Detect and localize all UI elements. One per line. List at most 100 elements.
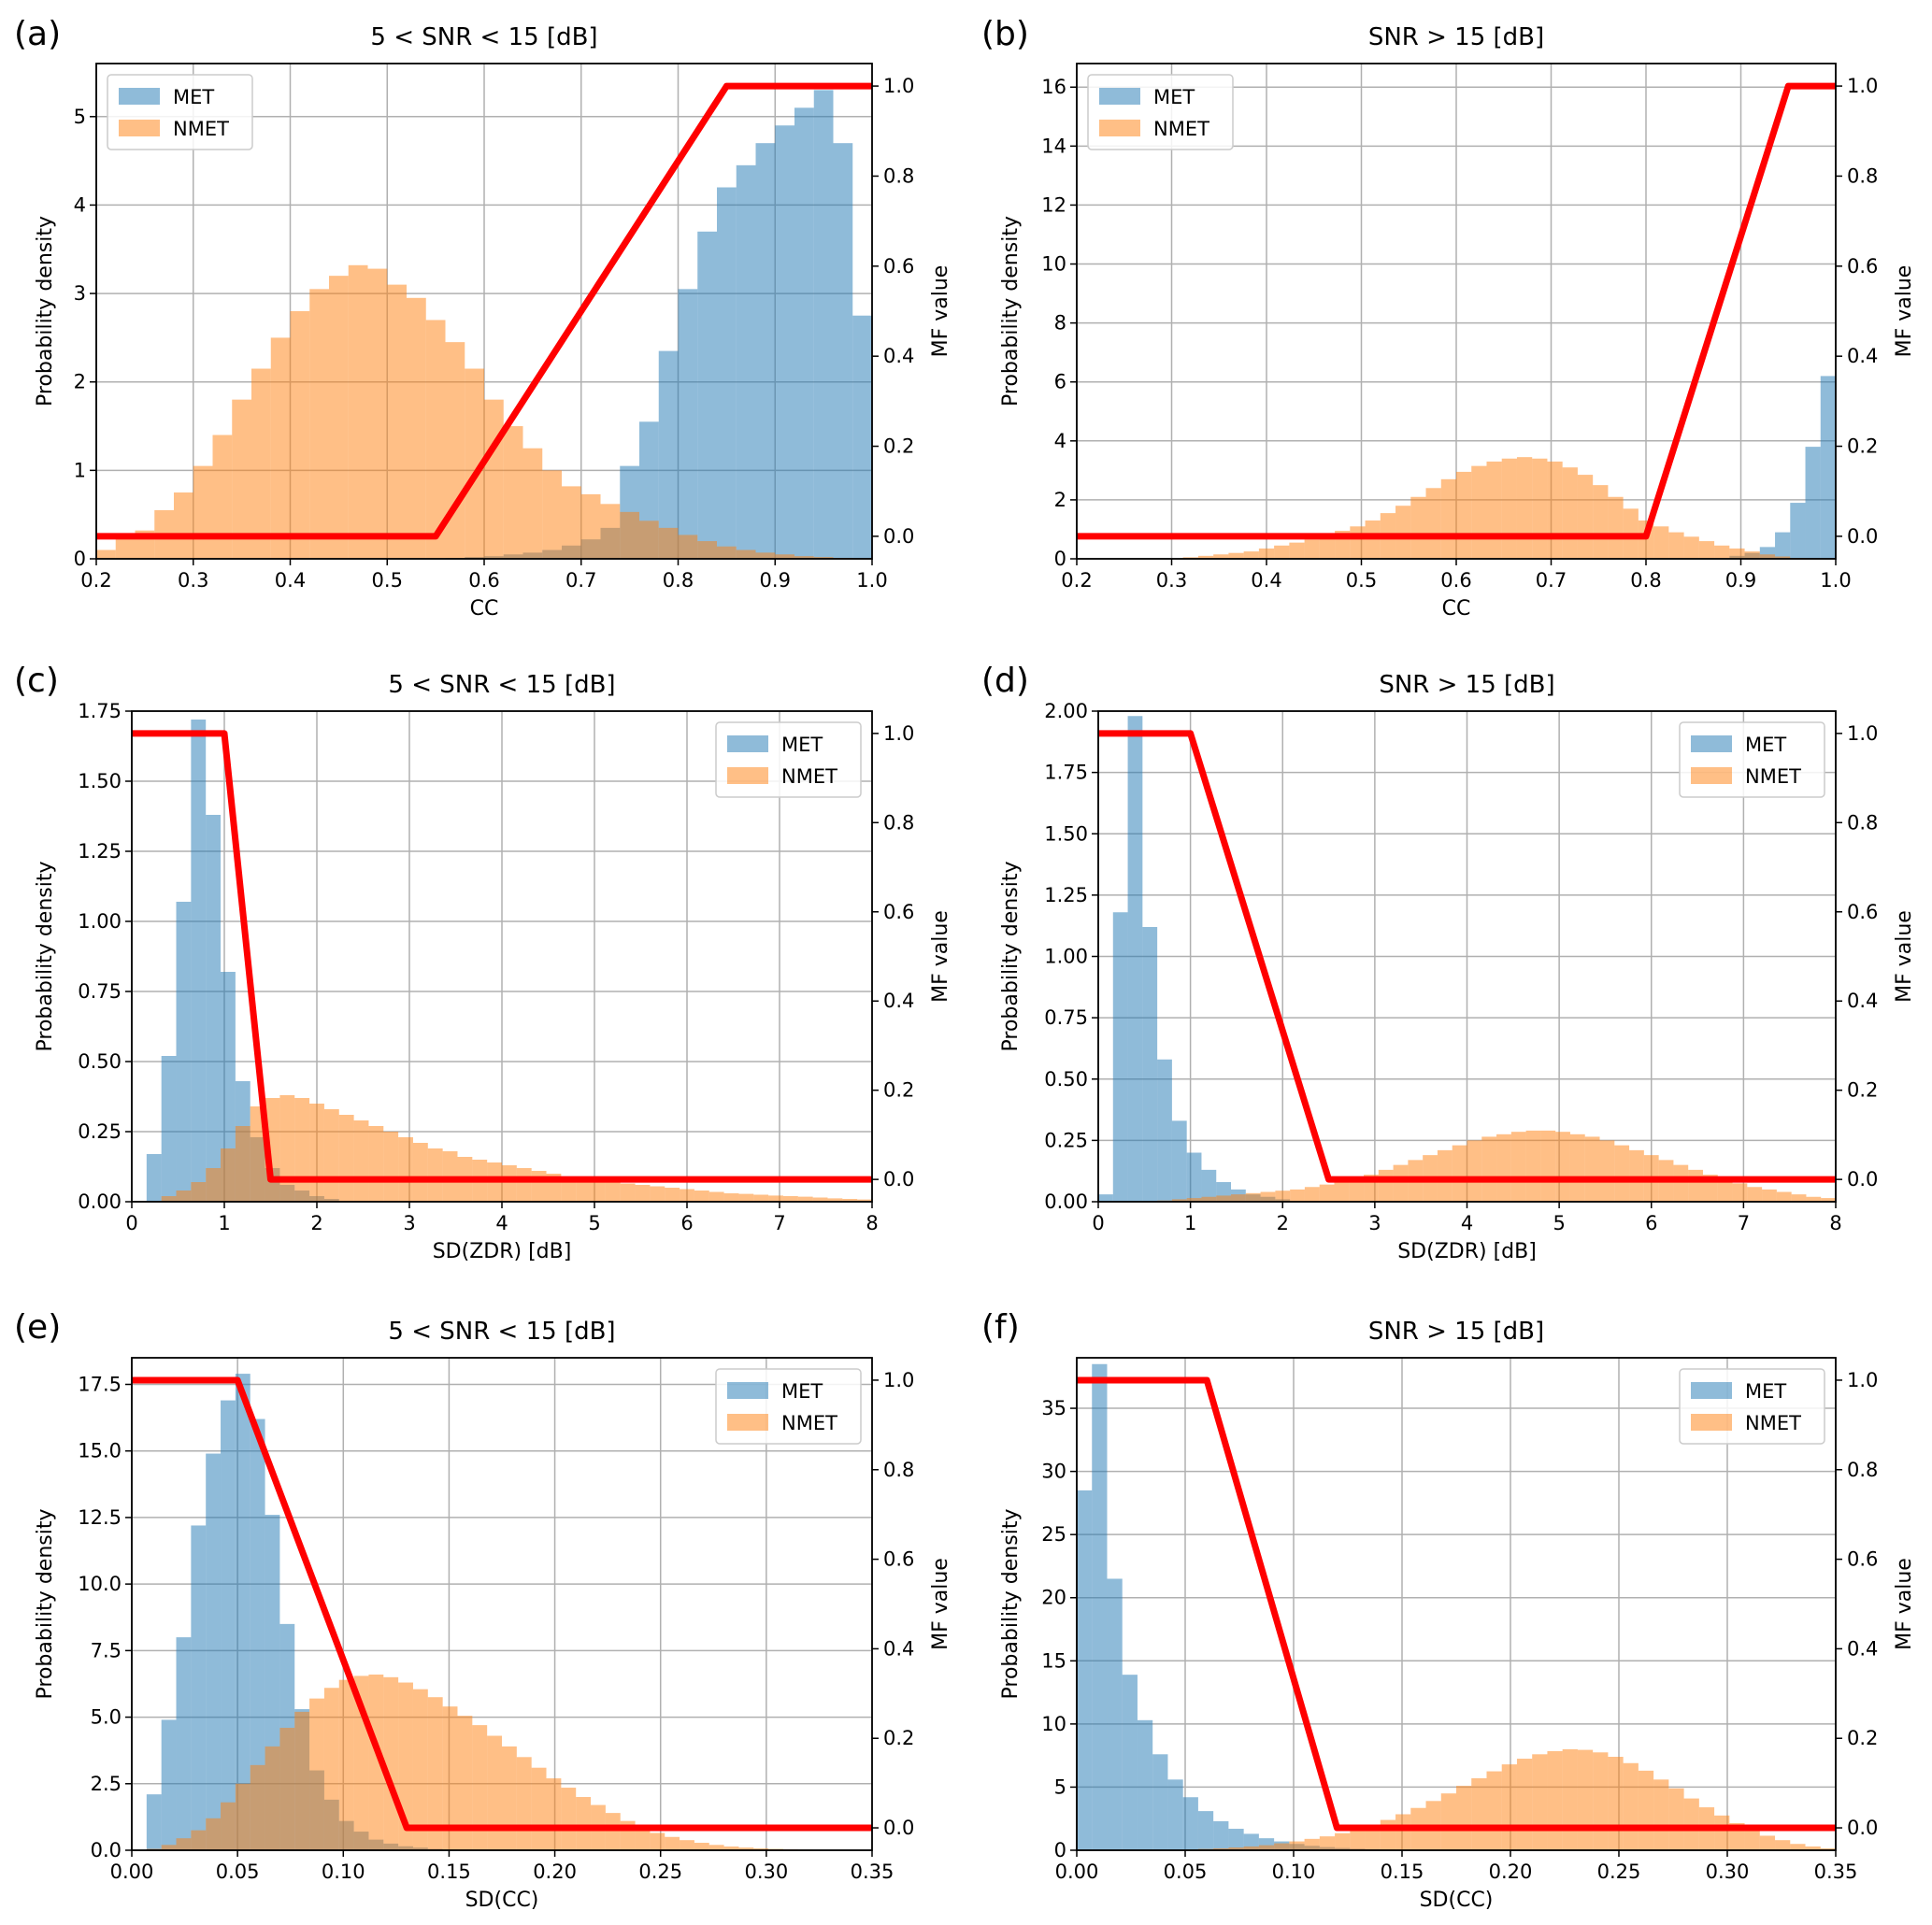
- y-tick-label: 15: [1041, 1649, 1066, 1672]
- bar-nmet: [542, 470, 562, 559]
- bar-nmet: [309, 1698, 324, 1850]
- bar-met: [1127, 716, 1143, 1202]
- bar-nmet: [338, 1679, 354, 1850]
- bar-nmet: [576, 1797, 592, 1850]
- bar-nmet: [1437, 1149, 1453, 1202]
- y2-tick-label: 1.0: [883, 1369, 914, 1391]
- bar-nmet: [635, 1185, 651, 1202]
- bar-nmet: [842, 1199, 858, 1202]
- bar-nmet: [1471, 465, 1487, 559]
- y-tick-label: 35: [1041, 1397, 1066, 1419]
- bar-nmet: [445, 342, 465, 559]
- bar-nmet: [1516, 457, 1533, 559]
- bar-nmet: [309, 289, 329, 559]
- bar-nmet: [561, 1176, 577, 1202]
- x-tick-label: 1.0: [1820, 569, 1851, 592]
- legend-swatch-met: [727, 1382, 768, 1399]
- bar-nmet: [1653, 1779, 1669, 1850]
- bar-nmet: [1623, 1762, 1639, 1850]
- bar-nmet: [827, 1198, 843, 1202]
- bar-nmet: [1540, 1130, 1556, 1202]
- bar-met: [833, 143, 853, 559]
- bar-nmet: [1683, 536, 1699, 559]
- y-tick-label: 0: [1054, 548, 1066, 570]
- x-tick-label: 0.10: [322, 1861, 365, 1883]
- bar-nmet: [1335, 1832, 1351, 1850]
- y2-axis-label: MF value: [929, 910, 952, 1003]
- bar-nmet: [650, 1832, 665, 1850]
- bar-nmet: [412, 1143, 428, 1202]
- x-axis-label: SD(ZDR) [dB]: [1397, 1240, 1537, 1263]
- bar-met: [1243, 1833, 1259, 1850]
- bar-nmet: [294, 1098, 310, 1202]
- x-tick-label: 0.8: [663, 569, 694, 592]
- y2-tick-label: 0.4: [883, 345, 914, 367]
- bar-met: [1197, 1811, 1214, 1850]
- x-tick-label: 0.8: [1630, 569, 1661, 592]
- y-tick-label: 0.50: [1044, 1068, 1088, 1091]
- legend-label-met: MET: [1745, 1380, 1786, 1403]
- y2-axis-label: MF value: [929, 1558, 952, 1650]
- legend: MET NMET: [1679, 1368, 1825, 1445]
- bar-met: [1836, 261, 1851, 559]
- bar-nmet: [620, 511, 639, 559]
- bar-nmet: [1532, 1754, 1548, 1850]
- legend: MET NMET: [107, 74, 253, 150]
- bar-nmet: [753, 1848, 769, 1850]
- bar-nmet: [353, 1120, 369, 1202]
- y-tick-label: 2.5: [91, 1773, 122, 1795]
- bar-nmet: [348, 264, 368, 559]
- bar-nmet: [412, 1689, 428, 1850]
- x-tick-label: 0.05: [1164, 1861, 1208, 1883]
- histogram-bars: [96, 90, 872, 559]
- panel-letter: (e): [14, 1308, 61, 1347]
- bar-nmet: [1744, 1830, 1760, 1850]
- bar-nmet: [1762, 1189, 1777, 1202]
- panel-letter: (c): [14, 662, 59, 700]
- bar-nmet: [1410, 496, 1426, 559]
- bar-nmet: [1481, 1136, 1497, 1202]
- x-axis-label: CC: [1442, 597, 1471, 620]
- histogram-bars: [146, 1374, 843, 1850]
- bar-nmet: [1258, 548, 1275, 559]
- bar-nmet: [472, 1725, 488, 1850]
- x-tick-label: 0.00: [1055, 1861, 1099, 1883]
- legend: MET NMET: [1679, 721, 1825, 798]
- y-tick-label: 17.5: [78, 1373, 122, 1395]
- bar-nmet: [487, 1735, 502, 1850]
- bar-nmet: [427, 1697, 443, 1850]
- y-tick-label: 20: [1041, 1587, 1066, 1609]
- bar-met: [775, 125, 794, 559]
- bar-nmet: [502, 1746, 517, 1850]
- bar-nmet: [1289, 1841, 1305, 1850]
- bar-met: [176, 1637, 192, 1850]
- y-tick-label: 1.75: [78, 700, 122, 722]
- y-tick-label: 2: [74, 371, 86, 393]
- bar-nmet: [1532, 458, 1548, 559]
- y-axis-label: Probability density: [999, 1509, 1023, 1700]
- bar-nmet: [738, 1847, 754, 1850]
- x-tick-label: 8: [866, 1212, 878, 1234]
- bar-nmet: [635, 1827, 651, 1850]
- y-tick-label: 1: [74, 459, 86, 481]
- y-tick-label: 0.00: [1044, 1191, 1088, 1213]
- bar-nmet: [1501, 458, 1517, 559]
- bar-met: [191, 1525, 207, 1850]
- x-tick-label: 4: [495, 1212, 508, 1234]
- y2-tick-label: 0.2: [883, 1727, 914, 1749]
- bar-nmet: [650, 1186, 665, 1202]
- bar-nmet: [1806, 1196, 1822, 1202]
- bar-nmet: [1395, 1814, 1411, 1850]
- bar-nmet: [736, 549, 756, 559]
- bar-nmet: [1599, 1140, 1615, 1202]
- bar-nmet: [1456, 471, 1472, 559]
- bar-nmet: [1668, 1788, 1684, 1850]
- bar-nmet: [753, 1194, 769, 1202]
- bar-met: [1098, 1194, 1113, 1202]
- bar-nmet: [1245, 1192, 1261, 1202]
- bar-nmet: [294, 1711, 310, 1850]
- bar-nmet: [1714, 545, 1730, 559]
- bar-nmet: [1275, 1191, 1291, 1202]
- bar-nmet: [1584, 1136, 1600, 1202]
- bar-nmet: [1653, 526, 1669, 559]
